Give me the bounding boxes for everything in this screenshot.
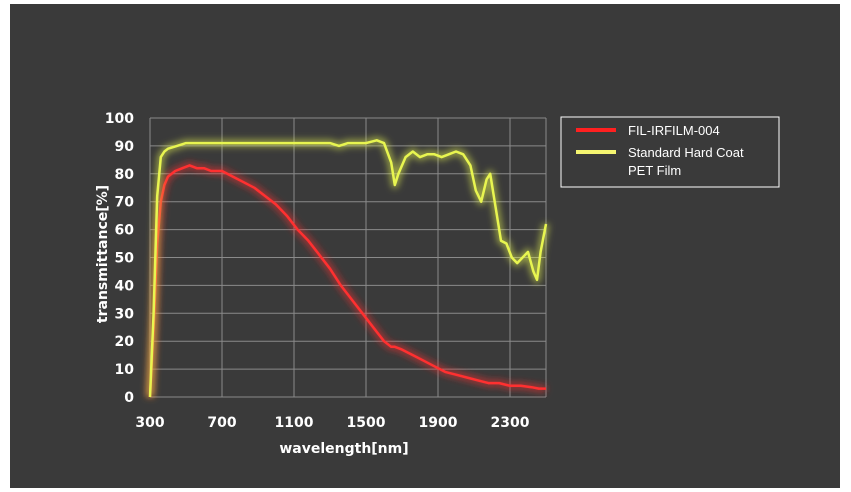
x-tick-labels: 300 700 1100 1500 1900 2300 <box>135 415 529 431</box>
x-tick-label: 2300 <box>491 415 530 431</box>
x-axis-title: wavelength[nm] <box>279 441 408 457</box>
series-line-0 <box>148 164 546 398</box>
y-tick-label: 0 <box>124 390 134 406</box>
series-line-1 <box>148 139 548 398</box>
x-tick-label: 300 <box>135 415 164 431</box>
y-axis-title: transmittance[%] <box>95 185 111 323</box>
legend-label-line-1: Standard Hard Coat <box>628 145 744 160</box>
x-tick-label: 1500 <box>347 415 386 431</box>
grid-lines <box>149 117 547 398</box>
y-tick-label: 90 <box>115 139 135 155</box>
legend: FIL-IRFILM-004 Standard Hard Coat PET Fi… <box>560 116 780 188</box>
x-tick-label: 1100 <box>275 415 314 431</box>
y-tick-label: 50 <box>115 251 135 267</box>
y-tick-label: 100 <box>105 111 134 127</box>
y-tick-label: 80 <box>115 167 135 183</box>
series-glow-0 <box>146 161 546 398</box>
y-tick-label: 40 <box>115 278 135 294</box>
y-tick-label: 60 <box>115 223 135 239</box>
y-tick-label: 70 <box>115 195 135 211</box>
legend-label-standard-hard-coat: Standard Hard Coat PET Film <box>628 145 747 178</box>
y-tick-label: 20 <box>115 334 135 350</box>
transmittance-chart: 0 10 20 30 40 50 60 70 80 90 100 300 700 1100 1500 190… <box>95 111 780 457</box>
chart-panel: 0 10 20 30 40 50 60 70 80 90 100 300 700 1100 1500 190… <box>10 4 840 488</box>
y-tick-label: 10 <box>115 362 135 378</box>
x-tick-label: 700 <box>207 415 236 431</box>
x-tick-label: 1900 <box>419 415 458 431</box>
y-tick-label: 30 <box>115 306 135 322</box>
legend-label-line-2: PET Film <box>628 163 681 178</box>
y-tick-labels: 0 10 20 30 40 50 60 70 80 90 100 <box>105 111 134 406</box>
series-lines <box>146 136 550 398</box>
legend-label-fil-irfilm-004: FIL-IRFILM-004 <box>628 123 720 138</box>
